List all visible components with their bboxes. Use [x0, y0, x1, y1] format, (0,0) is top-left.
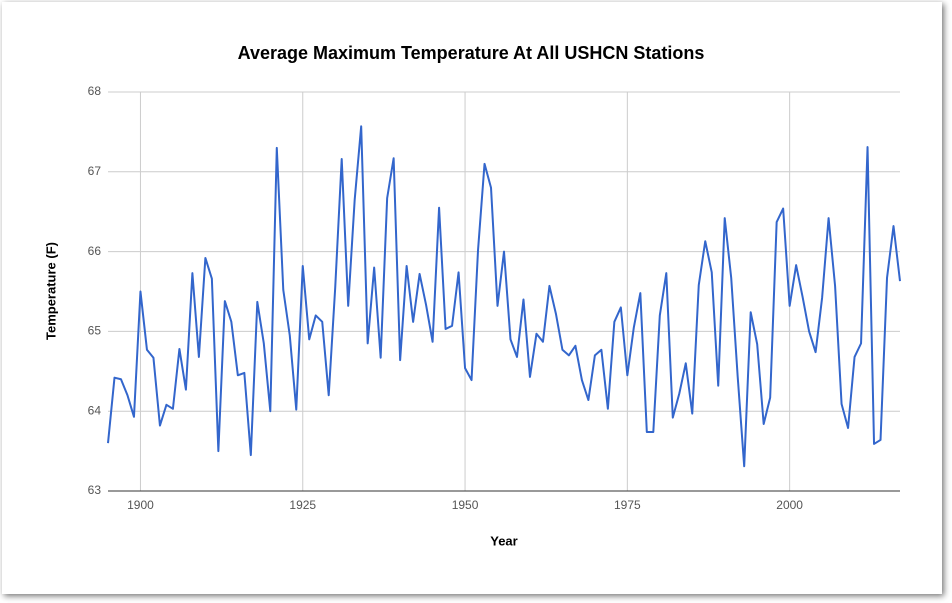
x-tick-label: 2000 [776, 498, 803, 512]
y-tick-label: 64 [88, 403, 102, 417]
y-axis-label: Temperature (F) [43, 242, 58, 340]
x-axis-label: Year [490, 533, 517, 548]
y-tick-label: 68 [88, 84, 102, 98]
chart-title: Average Maximum Temperature At All USHCN… [238, 43, 705, 63]
y-tick-label: 65 [88, 324, 102, 338]
y-tick-label: 67 [88, 164, 102, 178]
card [2, 2, 942, 594]
y-tick-label: 63 [88, 483, 102, 497]
y-tick-label: 66 [88, 244, 102, 258]
data-line [107, 125, 901, 468]
x-tick-label: 1900 [127, 498, 154, 512]
x-tick-label: 1975 [614, 498, 641, 512]
x-tick-label: 1925 [289, 498, 316, 512]
x-tick-label: 1950 [452, 498, 479, 512]
